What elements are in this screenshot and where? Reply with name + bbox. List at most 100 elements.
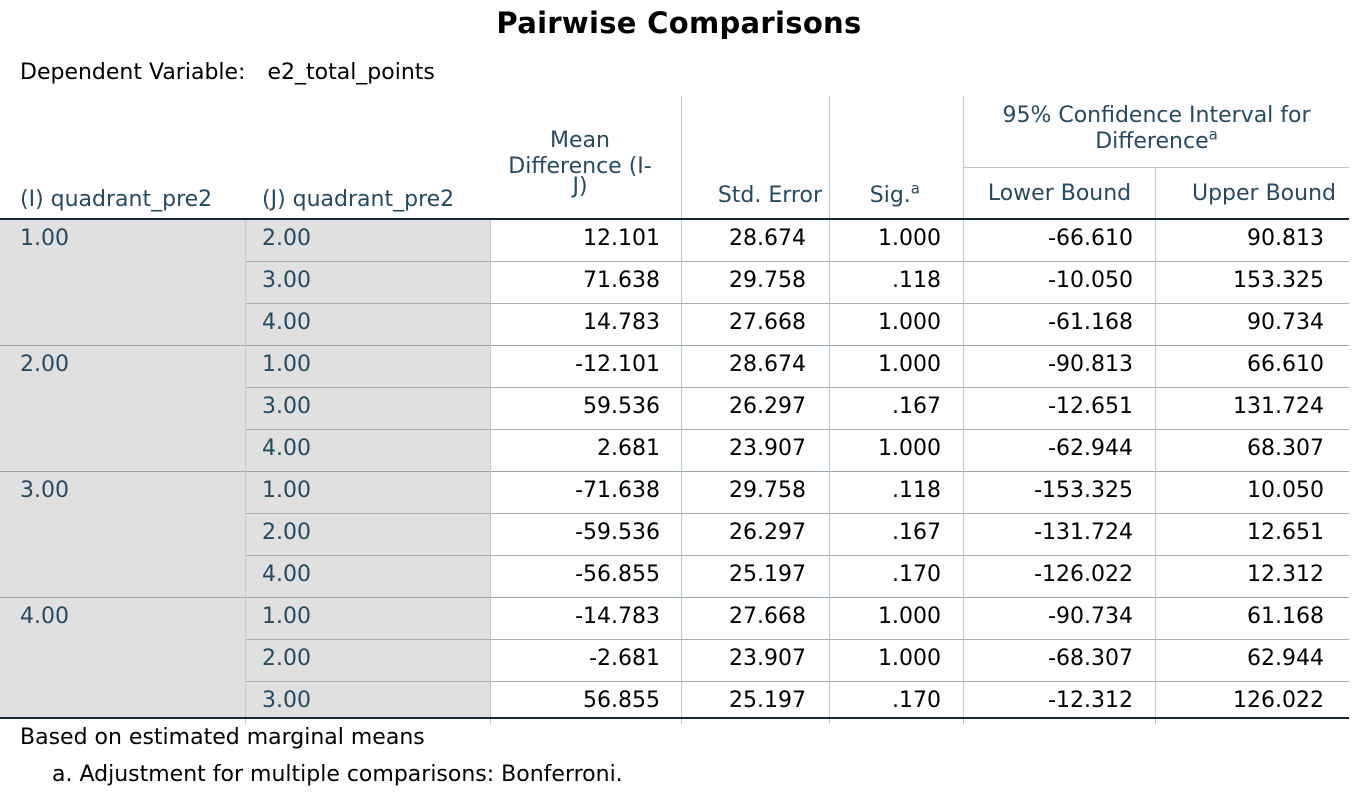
dependent-variable-value: e2_total_points (267, 60, 435, 85)
row-separator (245, 639, 1349, 640)
column-divider (829, 220, 830, 724)
header-std-error: Std. Error (717, 183, 822, 208)
row-separator (245, 303, 1349, 304)
cell-lower-bound: -66.610 (1048, 226, 1133, 251)
cell-lower-bound: -61.168 (1048, 310, 1133, 335)
cell-sig: 1.000 (878, 352, 941, 377)
table-bottom-rule (0, 717, 1349, 719)
cell-std-error: 28.674 (729, 352, 806, 377)
header-j: (J) quadrant_pre2 (262, 187, 455, 212)
header-mean-difference-line2: Difference (I- (508, 154, 652, 179)
header-divider (963, 96, 964, 220)
cell-std-error: 23.907 (729, 646, 806, 671)
row-j-label: 4.00 (262, 436, 311, 461)
cell-lower-bound: -90.813 (1048, 352, 1133, 377)
cell-mean-difference: 71.638 (583, 268, 660, 293)
row-separator (245, 681, 1349, 682)
group-separator (0, 345, 1349, 346)
cell-upper-bound: 90.813 (1247, 226, 1324, 251)
cell-lower-bound: -153.325 (1034, 478, 1133, 503)
header-confidence-interval: 95% Confidence Interval for Differencea (964, 103, 1349, 155)
header-sig-footnote-marker: a (910, 179, 920, 198)
row-separator (245, 555, 1349, 556)
cell-upper-bound: 10.050 (1247, 478, 1324, 503)
row-group-i-label: 2.00 (20, 352, 69, 377)
cell-std-error: 29.758 (729, 268, 806, 293)
cell-lower-bound: -90.734 (1048, 604, 1133, 629)
cell-lower-bound: -62.944 (1048, 436, 1133, 461)
header-mean-difference-line1: Mean (550, 128, 610, 153)
cell-upper-bound: 131.724 (1233, 394, 1324, 419)
row-group-i-label: 1.00 (20, 226, 69, 251)
column-divider (490, 220, 491, 724)
cell-sig: 1.000 (878, 436, 941, 461)
cell-mean-difference: 56.855 (583, 688, 660, 713)
row-j-label: 1.00 (262, 604, 311, 629)
dependent-variable: Dependent Variable: e2_total_points (20, 60, 435, 85)
row-j-label: 2.00 (262, 520, 311, 545)
header-ci-line1: 95% Confidence Interval for (1002, 103, 1311, 128)
cell-upper-bound: 90.734 (1247, 310, 1324, 335)
cell-mean-difference: 2.681 (597, 436, 660, 461)
cell-std-error: 26.297 (729, 394, 806, 419)
cell-lower-bound: -131.724 (1034, 520, 1133, 545)
cell-lower-bound: -12.312 (1048, 688, 1133, 713)
row-j-label: 4.00 (262, 310, 311, 335)
cell-mean-difference: -71.638 (575, 478, 660, 503)
row-separator (245, 429, 1349, 430)
row-separator (245, 513, 1349, 514)
header-ci-line2: Difference (1095, 129, 1209, 154)
cell-upper-bound: 126.022 (1233, 688, 1324, 713)
cell-std-error: 25.197 (729, 562, 806, 587)
header-divider (681, 96, 682, 220)
cell-upper-bound: 61.168 (1247, 604, 1324, 629)
row-j-label: 3.00 (262, 268, 311, 293)
column-divider (681, 220, 682, 724)
header-rule (0, 218, 1349, 220)
cell-mean-difference: -59.536 (575, 520, 660, 545)
cell-sig: .170 (892, 688, 941, 713)
row-j-label: 1.00 (262, 352, 311, 377)
cell-sig: 1.000 (878, 646, 941, 671)
cell-mean-difference: 59.536 (583, 394, 660, 419)
column-divider (1155, 220, 1156, 724)
cell-std-error: 25.197 (729, 688, 806, 713)
row-group-i-label: 4.00 (20, 604, 69, 629)
cell-upper-bound: 153.325 (1233, 268, 1324, 293)
cell-upper-bound: 62.944 (1247, 646, 1324, 671)
footnote-adjustment: a. Adjustment for multiple comparisons: … (52, 762, 623, 787)
header-divider (829, 96, 830, 220)
cell-upper-bound: 68.307 (1247, 436, 1324, 461)
group-separator (0, 597, 1349, 598)
row-j-label: 3.00 (262, 688, 311, 713)
cell-sig: 1.000 (878, 604, 941, 629)
table-title: Pairwise Comparisons (496, 6, 862, 40)
header-divider (1155, 167, 1156, 220)
cell-std-error: 27.668 (729, 310, 806, 335)
cell-upper-bound: 12.312 (1247, 562, 1324, 587)
cell-std-error: 28.674 (729, 226, 806, 251)
ci-header-underline (963, 167, 1349, 168)
group-separator (0, 471, 1349, 472)
row-j-label: 4.00 (262, 562, 311, 587)
cell-std-error: 26.297 (729, 520, 806, 545)
cell-sig: .167 (892, 520, 941, 545)
column-divider (245, 220, 246, 724)
row-j-label: 2.00 (262, 226, 311, 251)
cell-mean-difference: -56.855 (575, 562, 660, 587)
header-i: (I) quadrant_pre2 (20, 187, 213, 212)
header-ci-footnote-marker: a (1208, 125, 1218, 144)
cell-std-error: 23.907 (729, 436, 806, 461)
header-lower-bound: Lower Bound (987, 181, 1132, 206)
header-ci-line2-wrap: Differencea (964, 125, 1349, 155)
cell-std-error: 29.758 (729, 478, 806, 503)
cell-sig: .170 (892, 562, 941, 587)
cell-sig: .118 (892, 268, 941, 293)
footnote-basis: Based on estimated marginal means (20, 725, 425, 750)
row-j-label: 1.00 (262, 478, 311, 503)
header-sig: Sig.a (830, 179, 920, 209)
header-mean-difference-line3: J) (572, 174, 588, 199)
cell-mean-difference: 12.101 (583, 226, 660, 251)
header-mean-difference: Mean Difference (I- J) (490, 128, 670, 200)
header-upper-bound: Upper Bound (1191, 181, 1336, 206)
